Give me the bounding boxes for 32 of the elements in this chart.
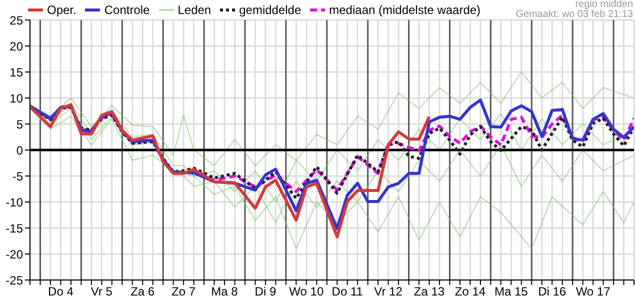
y-tick-label: 10 [10,91,24,106]
x-tick-label: Za 6 [130,284,155,299]
x-tick-label: Do 4 [48,284,74,299]
x-tick-label: Ma 15 [494,284,528,299]
legend-label: Controle [104,2,150,18]
y-tick-label: 0 [16,143,24,158]
legend-label: mediaan (middelste waarde) [329,2,481,18]
y-tick-label: 15 [10,65,24,80]
y-tick-label: -20 [6,247,24,262]
y-tick-label: 20 [10,39,24,54]
x-tick-label: Vr 12 [374,284,403,299]
x-tick-label: Wo 10 [289,284,324,299]
text: regio midden [574,0,633,10]
x-tick-label: Di 9 [254,284,276,299]
legend-label: gemiddelde [239,2,302,18]
x-tick-label: Di 16 [538,284,566,299]
x-tick-label: Zo 7 [172,284,196,299]
y-tick-label: -10 [6,195,24,210]
y-tick-label: 25 [10,13,24,28]
y-tick-label: -15 [6,221,24,236]
y-tick-label: 5 [16,117,24,132]
legend-label: Oper. [47,2,76,18]
legend-label: Leden [178,2,212,18]
x-tick-label: Ma 8 [211,284,238,299]
x-tick-label: Do 11 [332,284,364,299]
x-tick-label: Wo 17 [576,284,611,299]
x-tick-label: Vr 5 [90,284,113,299]
y-tick-label: -25 [6,273,24,288]
x-tick-label: Zo 14 [454,284,486,299]
annotation: Gemaakt: wo 03 feb 21:13 [516,9,633,20]
x-tick-label: Za 13 [414,284,445,299]
y-tick-label: -5 [12,169,24,184]
